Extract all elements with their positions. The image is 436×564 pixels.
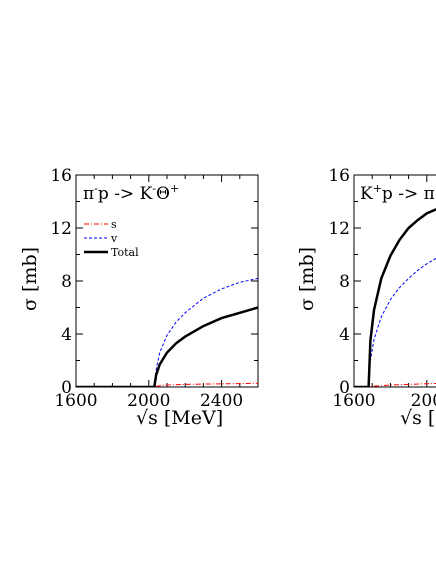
left-y-tick-label: 16 — [50, 166, 72, 186]
right-panel: 0 4 8 12 16 1600 200 K+p -> π √s [M σ [mb] — [296, 166, 436, 429]
right-series — [354, 208, 436, 387]
left-series-v — [76, 277, 258, 387]
right-series-s — [354, 382, 436, 387]
left-series-s — [76, 382, 258, 387]
legend-total-label: Total — [111, 246, 139, 259]
right-x-tick-label: 200 — [411, 391, 436, 411]
right-x-tick-label: 1600 — [332, 391, 375, 411]
right-series-total — [354, 208, 436, 387]
right-plot-frame — [353, 174, 436, 388]
left-plot-frame — [75, 174, 259, 388]
right-y-axis-title: σ [mb] — [296, 247, 318, 311]
legend-v-label: v — [110, 232, 118, 245]
right-y-tick-label: 0 — [339, 378, 350, 398]
left-y-axis-title: σ [mb] — [19, 247, 41, 311]
legend-s-label: s — [111, 218, 117, 231]
left-y-tick-label: 4 — [61, 325, 72, 345]
left-y-tick-label: 12 — [50, 219, 72, 239]
right-y-tick-label: 16 — [328, 166, 350, 186]
left-x-tick-label: 1600 — [54, 391, 97, 411]
right-y-tick-label: 12 — [328, 219, 350, 239]
right-y-tick-label: 8 — [339, 272, 350, 292]
left-x-tick-label: 2000 — [127, 391, 170, 411]
left-series-total — [76, 306, 258, 387]
left-panel: 0 4 8 12 16 1600 2000 2400 π-p -> K-Θ+ s v Tota… — [19, 166, 259, 429]
left-panel-title: π-p -> K-Θ+ — [83, 182, 179, 204]
right-series-v — [354, 257, 436, 387]
left-y-tick-label: 8 — [61, 272, 72, 292]
right-y-tick-label: 4 — [339, 325, 350, 345]
right-x-axis-title: √s [M — [400, 407, 436, 429]
left-x-tick-label: 2400 — [200, 391, 243, 411]
left-series — [76, 277, 258, 387]
left-y-tick-label: 0 — [61, 378, 72, 398]
left-ticks: 0 4 8 12 16 1600 2000 2400 — [50, 166, 259, 411]
left-legend: s v Total — [84, 218, 139, 259]
right-panel-title: K+p -> π — [360, 182, 435, 204]
left-x-axis-title: √s [MeV] — [136, 407, 223, 429]
right-ticks: 0 4 8 12 16 1600 200 — [328, 166, 436, 411]
